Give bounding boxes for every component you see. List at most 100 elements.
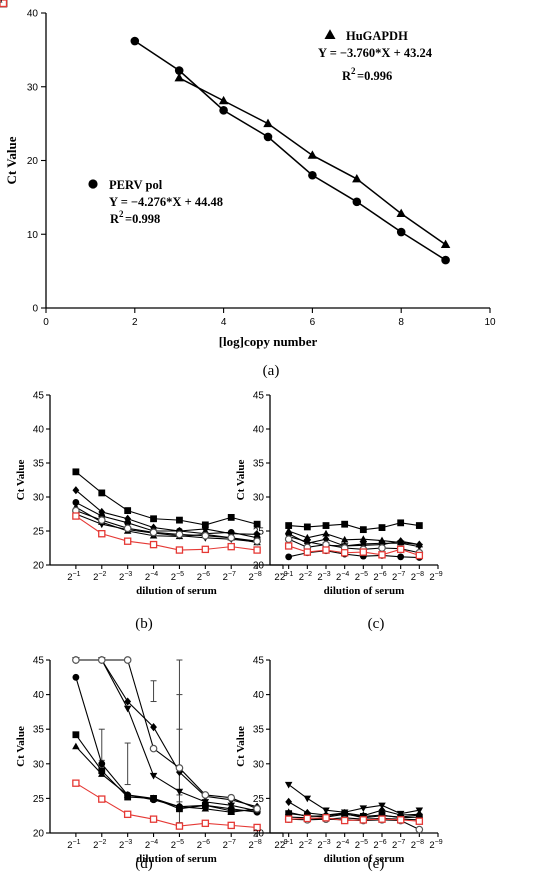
data-point bbox=[149, 794, 158, 802]
x-tick-label: 2−3 bbox=[119, 571, 132, 583]
y-tick-label: 45 bbox=[253, 656, 265, 667]
data-point bbox=[72, 486, 80, 495]
data-point bbox=[303, 539, 311, 548]
x-tick-label: 2−2 bbox=[299, 839, 312, 851]
data-point bbox=[285, 529, 293, 538]
data-point bbox=[359, 548, 368, 556]
y-axis-label: Ct Value bbox=[235, 726, 247, 767]
data-point bbox=[303, 795, 312, 803]
data-point bbox=[227, 533, 236, 542]
data-point bbox=[359, 816, 368, 824]
x-tick-label: 0 bbox=[43, 317, 49, 328]
data-point bbox=[227, 808, 235, 815]
legend-label: Rat 3 bbox=[0, 0, 24, 3]
data-point bbox=[123, 656, 132, 664]
data-point bbox=[303, 523, 311, 531]
y-tick-label: 45 bbox=[33, 656, 45, 667]
r-squared: R bbox=[342, 69, 352, 83]
data-point bbox=[396, 816, 405, 824]
data-point bbox=[284, 808, 293, 815]
data-point bbox=[72, 468, 80, 476]
x-tick-label: 2−7 bbox=[392, 839, 405, 851]
data-point bbox=[201, 819, 210, 828]
data-point bbox=[340, 535, 349, 543]
data-point bbox=[123, 705, 132, 713]
x-tick-label: 2−5 bbox=[355, 839, 368, 851]
data-point bbox=[340, 816, 349, 825]
legend-label: Rat 4 bbox=[0, 0, 24, 3]
x-tick-label: 2−1 bbox=[67, 839, 80, 851]
x-tick-label: 2−6 bbox=[197, 571, 210, 583]
x-axis-label: [log]copy number bbox=[219, 334, 318, 349]
legend-marker bbox=[88, 179, 98, 189]
data-point bbox=[322, 535, 330, 544]
data-point bbox=[150, 723, 157, 732]
data-point bbox=[149, 744, 158, 753]
data-point bbox=[175, 530, 184, 539]
x-tick-label: 2 bbox=[132, 317, 138, 328]
x-tick-label: 2−3 bbox=[317, 839, 330, 851]
x-tick-label: 2−8 bbox=[411, 571, 424, 583]
data-point bbox=[284, 815, 293, 823]
y-tick-label: 40 bbox=[253, 690, 265, 701]
x-tick-label: 2−6 bbox=[373, 571, 386, 583]
y-tick-label: 25 bbox=[253, 527, 265, 538]
series-line bbox=[75, 471, 258, 526]
r-squared-sup: 2 bbox=[119, 209, 124, 219]
data-point bbox=[174, 66, 184, 75]
data-point bbox=[201, 545, 210, 554]
legend-label: Goat 62 bbox=[0, 0, 35, 3]
y-tick-label: 30 bbox=[33, 493, 45, 504]
data-point bbox=[175, 546, 184, 554]
x-tick-label: 6 bbox=[310, 317, 316, 328]
series-line bbox=[75, 513, 258, 543]
data-point bbox=[285, 797, 293, 806]
data-point bbox=[218, 95, 229, 105]
x-tick-label: 4 bbox=[221, 317, 227, 328]
data-point bbox=[322, 807, 330, 815]
series-line bbox=[75, 659, 258, 808]
data-point bbox=[322, 814, 330, 822]
y-tick-label: 20 bbox=[33, 561, 45, 572]
data-point bbox=[219, 106, 228, 115]
y-tick-label: 0 bbox=[32, 304, 38, 315]
data-point bbox=[322, 522, 330, 529]
data-point bbox=[124, 514, 132, 523]
series-line bbox=[75, 515, 258, 551]
data-point bbox=[149, 815, 158, 823]
series-line bbox=[75, 746, 258, 813]
legend-label: Rat 2 bbox=[0, 0, 24, 3]
data-point bbox=[72, 656, 80, 664]
x-tick-label: 2−9 bbox=[274, 839, 287, 851]
y-tick-label: 40 bbox=[33, 690, 45, 701]
y-axis-label: Ct Value bbox=[235, 460, 247, 501]
y-tick-label: 25 bbox=[33, 527, 45, 538]
x-axis-label: dilution of serum bbox=[324, 585, 405, 597]
data-point bbox=[176, 768, 183, 777]
y-tick-label: 30 bbox=[253, 759, 265, 770]
data-point bbox=[98, 770, 106, 777]
data-point bbox=[227, 542, 235, 551]
series-name: HuGAPDH bbox=[346, 29, 408, 43]
data-point bbox=[396, 227, 406, 237]
data-point bbox=[227, 802, 235, 810]
series-line bbox=[75, 734, 258, 812]
y-tick-label: 20 bbox=[27, 156, 39, 167]
series-line bbox=[75, 510, 258, 542]
data-point bbox=[72, 512, 80, 520]
series-line bbox=[75, 782, 258, 829]
x-tick-label: 2−3 bbox=[119, 839, 132, 851]
r-squared-value: =0.996 bbox=[357, 69, 392, 83]
data-point bbox=[359, 526, 367, 534]
data-point bbox=[72, 779, 80, 787]
legend-marker bbox=[0, 0, 8, 8]
y-tick-label: 25 bbox=[253, 794, 265, 805]
data-point bbox=[123, 524, 132, 533]
data-point bbox=[340, 549, 349, 557]
legend-label: Goat 355 bbox=[0, 0, 41, 3]
x-tick-label: 2−1 bbox=[280, 839, 293, 851]
data-point bbox=[227, 514, 235, 521]
data-point bbox=[284, 535, 293, 543]
y-axis-label: Ct Value bbox=[4, 136, 19, 184]
x-tick-label: 2−8 bbox=[411, 839, 424, 851]
